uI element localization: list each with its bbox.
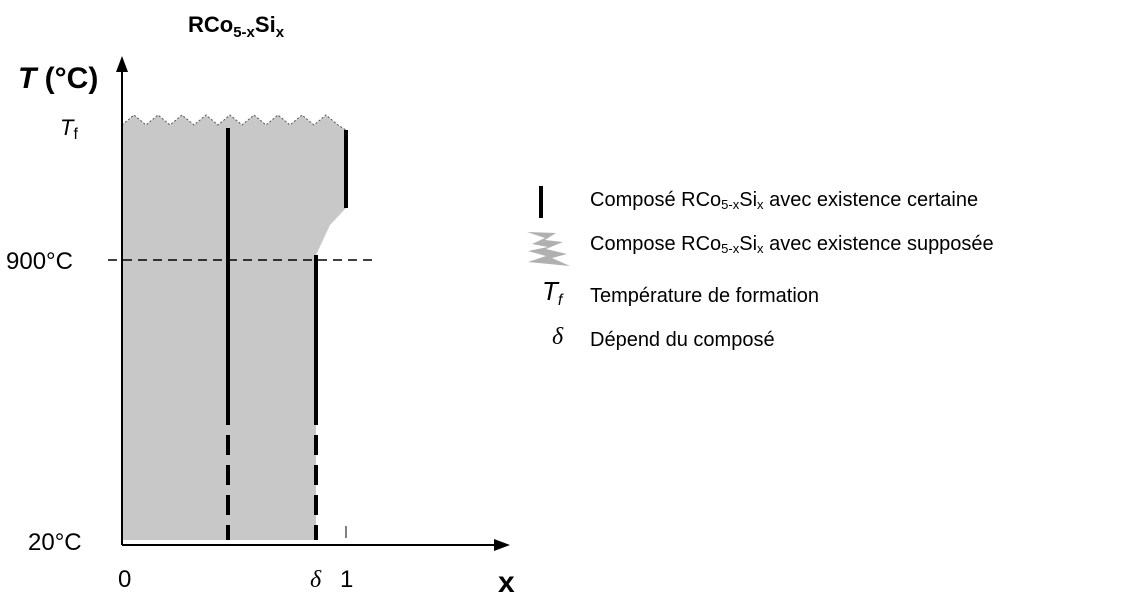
x-tick-zero: 0 <box>118 566 131 593</box>
y-axis-arrow <box>116 56 128 72</box>
diagram-title: RCo5-xSix <box>188 12 285 41</box>
y-axis-label: T (°C) <box>18 62 98 95</box>
shaded-existence-region <box>122 115 346 540</box>
legend-delta-symbol: δ <box>552 324 564 350</box>
x-axis-label: x <box>498 566 515 596</box>
y-tick-900: 900°C <box>6 248 73 275</box>
legend-tf-symbol: Tf <box>542 276 564 309</box>
x-axis-arrow <box>494 539 510 551</box>
x-tick-one: 1 <box>340 566 353 593</box>
y-tick-20: 20°C <box>28 529 82 556</box>
legend-gray-shape-symbol <box>527 232 570 266</box>
x-tick-delta: δ <box>310 567 322 593</box>
y-tick-tf: Tf <box>60 115 78 143</box>
